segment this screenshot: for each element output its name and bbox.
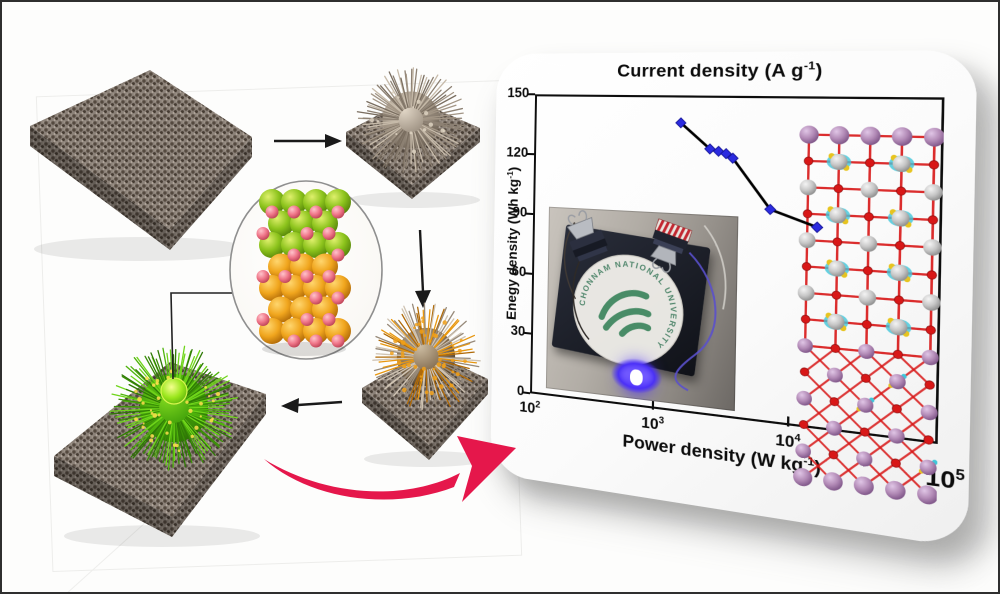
y-tick-mark	[523, 391, 531, 395]
atomic-structure-inset	[229, 180, 383, 360]
y-axis-label: Enegy density (Wh kg-1)	[501, 95, 522, 393]
foam-with-orange-urchin	[362, 302, 488, 467]
orange-nanowire-urchin	[372, 302, 481, 410]
chart-title-sup: -1	[803, 59, 816, 73]
x-tick-label: 102	[519, 398, 541, 418]
y-axis-label-close: )	[506, 166, 521, 172]
y-tick-label: 120	[506, 144, 529, 161]
foam-with-gray-urchin	[346, 67, 480, 208]
y-tick-label: 150	[507, 85, 530, 101]
y-axis-label-sup: -1	[504, 170, 515, 179]
process-arrow-down-icon	[415, 229, 431, 308]
data-point-marker	[811, 222, 822, 233]
nickel-foam-slab	[30, 70, 252, 261]
results-card: Current density (A g-1) CHONNAM NATIONAL…	[490, 50, 978, 549]
gray-nanowire-urchin	[356, 67, 465, 173]
ragone-plot	[530, 94, 944, 444]
y-tick-label: 90	[512, 203, 528, 220]
process-arrow-left-icon	[281, 398, 343, 413]
chart-title-text: Current density (A g	[617, 60, 804, 82]
chart-title-close: )	[815, 59, 823, 82]
zoom-highlight-spot	[160, 377, 188, 405]
y-tick-label: 30	[510, 322, 526, 340]
heterostructure-sphere-cluster	[256, 189, 351, 348]
process-arrow-right-icon	[274, 134, 342, 148]
y-tick-label: 60	[511, 263, 527, 280]
photo-overlay	[546, 207, 738, 411]
university-seal: CHONNAM NATIONAL UNIVERSITY	[569, 248, 687, 374]
foam-with-green-urchin	[54, 345, 266, 547]
chart-title: Current density (A g-1)	[497, 58, 978, 83]
y-axis-label-text: Enegy density (Wh kg	[503, 178, 521, 321]
green-nanowire-urchin	[109, 345, 238, 471]
device-photo-inset: CHONNAM NATIONAL UNIVERSITY	[545, 206, 739, 412]
inset-connector-line	[170, 292, 232, 380]
series-line	[679, 123, 819, 227]
